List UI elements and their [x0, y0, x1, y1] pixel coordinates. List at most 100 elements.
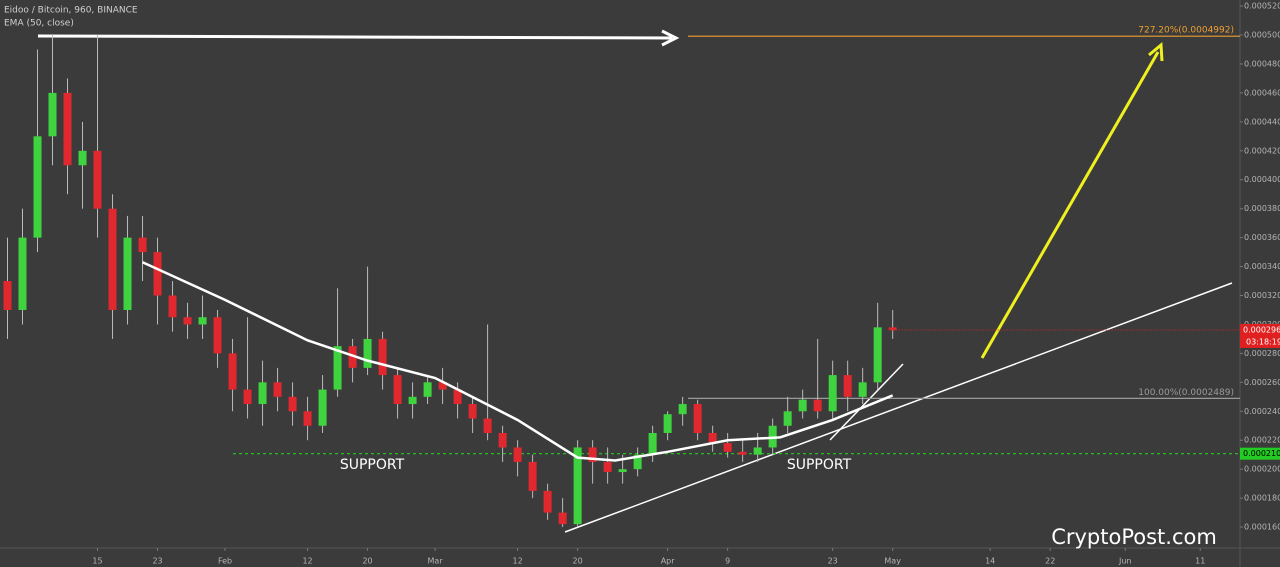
- candle-body: [378, 338, 387, 376]
- x-tick-label: 15: [92, 557, 102, 566]
- candle-body: [528, 461, 537, 491]
- candle-body: [303, 411, 312, 426]
- candle-body: [168, 295, 177, 318]
- candle-body: [753, 447, 762, 455]
- indicator-label: EMA (50, close): [4, 19, 74, 29]
- candle-body: [888, 327, 897, 331]
- price-tag: [1240, 323, 1280, 348]
- candle-body: [3, 281, 12, 310]
- arrow-head: [1148, 41, 1164, 62]
- candle-body: [738, 451, 747, 455]
- candle-body: [78, 150, 87, 166]
- candle-body: [543, 490, 552, 513]
- candle-body: [708, 432, 717, 444]
- candle-body: [453, 389, 462, 405]
- arrow-head: [661, 29, 680, 47]
- candle-body: [138, 237, 147, 253]
- candle-body: [408, 396, 417, 405]
- candle-body: [618, 469, 627, 473]
- candle-body: [363, 338, 372, 368]
- candle-body: [318, 389, 327, 426]
- candle-body: [288, 396, 297, 412]
- x-tick-label: Feb: [218, 557, 232, 566]
- trend-line: [564, 282, 1233, 533]
- candle-body: [183, 317, 192, 325]
- candle-body: [243, 389, 252, 405]
- x-tick-label: 23: [828, 557, 838, 566]
- candle-body: [228, 353, 237, 390]
- candle-body: [48, 92, 57, 137]
- candle-body: [513, 447, 522, 462]
- candle-body: [573, 447, 582, 525]
- candle-body: [333, 346, 342, 390]
- x-tick-label: 23: [152, 557, 162, 566]
- candle-body: [198, 317, 207, 325]
- x-tick-label: 20: [362, 557, 372, 566]
- candle-body: [663, 414, 672, 433]
- x-tick-label: 12: [302, 557, 312, 566]
- x-tick-label: Apr: [661, 557, 676, 566]
- price-tag: [1240, 447, 1280, 460]
- arrow-line: [37, 34, 673, 40]
- candle-body: [588, 447, 597, 462]
- candle-body: [798, 399, 807, 412]
- candle-body: [33, 136, 42, 238]
- price-tag-label: 0.0002962: [1243, 325, 1280, 334]
- candle-body: [258, 382, 267, 405]
- price-tag-label: 0.0002107: [1243, 449, 1280, 458]
- annotation: SUPPORT: [340, 457, 405, 473]
- candle-body: [873, 327, 882, 383]
- candle-body: [93, 150, 102, 209]
- candle-body: [423, 382, 432, 397]
- watermark: CryptoPost.com: [1051, 525, 1217, 549]
- x-tick-label: 9: [725, 557, 730, 566]
- x-tick-label: May: [884, 557, 901, 566]
- candle-body: [648, 432, 657, 455]
- x-tick-label: 11: [1195, 557, 1205, 566]
- candle-body: [213, 317, 222, 354]
- chart-title: Eidoo / Bitcoin, 960, BINANCE: [4, 6, 138, 16]
- candle-body: [63, 92, 72, 166]
- candle-body: [273, 382, 282, 397]
- x-tick-label: 14: [985, 557, 995, 566]
- candle-body: [438, 382, 447, 390]
- x-tick-label: 12: [513, 557, 523, 566]
- candle-body: [468, 404, 477, 419]
- ema-line: [142, 261, 894, 462]
- candle-body: [813, 399, 822, 412]
- candle-body: [498, 432, 507, 448]
- x-tick-label: 22: [1045, 557, 1055, 566]
- candle-body: [483, 418, 492, 433]
- x-tick-label: Mar: [428, 557, 444, 566]
- trend-line: [829, 363, 904, 441]
- candle-body: [843, 375, 852, 397]
- candle-body: [858, 382, 867, 397]
- candle-body: [678, 404, 687, 415]
- annotation: SUPPORT: [787, 457, 852, 473]
- candle-body: [828, 375, 837, 412]
- candle-body: [558, 512, 567, 525]
- level-label: 100.00%(0.0002489): [1138, 388, 1234, 398]
- countdown: 03:18:19: [1246, 337, 1280, 346]
- candle-body: [123, 237, 132, 310]
- candle-body: [348, 346, 357, 368]
- candle-body: [723, 443, 732, 452]
- candle-body: [603, 461, 612, 473]
